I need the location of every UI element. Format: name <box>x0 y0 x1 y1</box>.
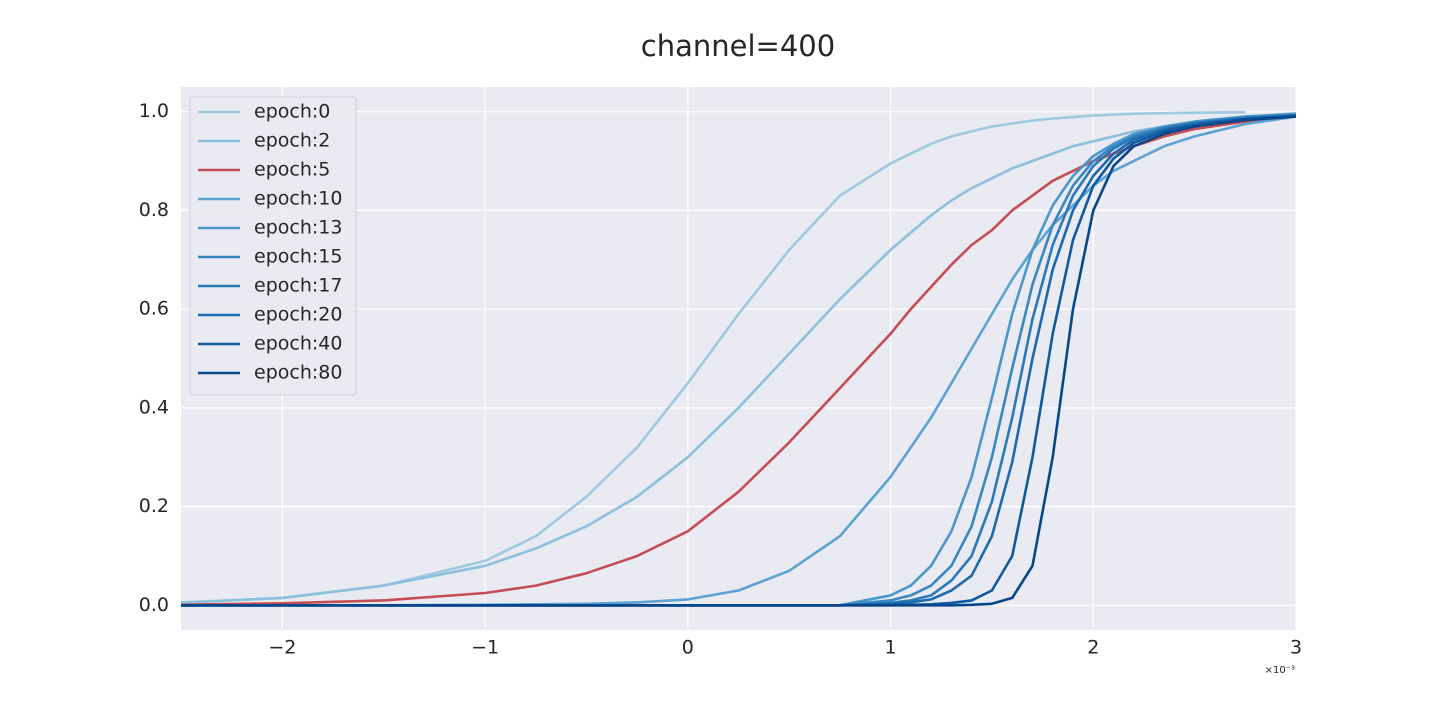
legend-label: epoch:40 <box>254 333 342 355</box>
legend-label: epoch:13 <box>254 217 342 239</box>
legend-label: epoch:2 <box>254 130 330 152</box>
legend-label: epoch:10 <box>254 188 342 210</box>
legend-label: epoch:80 <box>254 362 342 384</box>
x-offset-label: ×10⁻³ <box>1265 665 1295 676</box>
y-tick-label: 0.2 <box>139 495 169 517</box>
x-tick-label: 3 <box>1290 637 1302 659</box>
x-tick-label: −2 <box>268 637 296 659</box>
y-tick-label: 0.6 <box>139 298 169 320</box>
y-tick-label: 0.4 <box>139 396 169 418</box>
chart-title: channel=400 <box>641 29 835 63</box>
legend-label: epoch:15 <box>254 246 342 268</box>
x-tick-label: 0 <box>682 637 694 659</box>
plot-area <box>181 87 1296 630</box>
legend-label: epoch:5 <box>254 159 330 181</box>
y-tick-label: 1.0 <box>139 100 169 122</box>
series-line <box>181 111 1296 605</box>
y-tick-label: 0.8 <box>139 199 169 221</box>
x-tick-label: −1 <box>471 637 499 659</box>
series-line <box>181 110 1246 604</box>
x-tick-label: 1 <box>884 637 896 659</box>
legend-label: epoch:0 <box>254 101 330 123</box>
x-tick-label: 2 <box>1087 637 1099 659</box>
legend-box <box>189 96 357 396</box>
legend-label: epoch:17 <box>254 275 342 297</box>
series-line <box>181 115 1296 607</box>
y-tick-label: 0.0 <box>139 594 169 616</box>
legend-label: epoch:20 <box>254 304 342 326</box>
